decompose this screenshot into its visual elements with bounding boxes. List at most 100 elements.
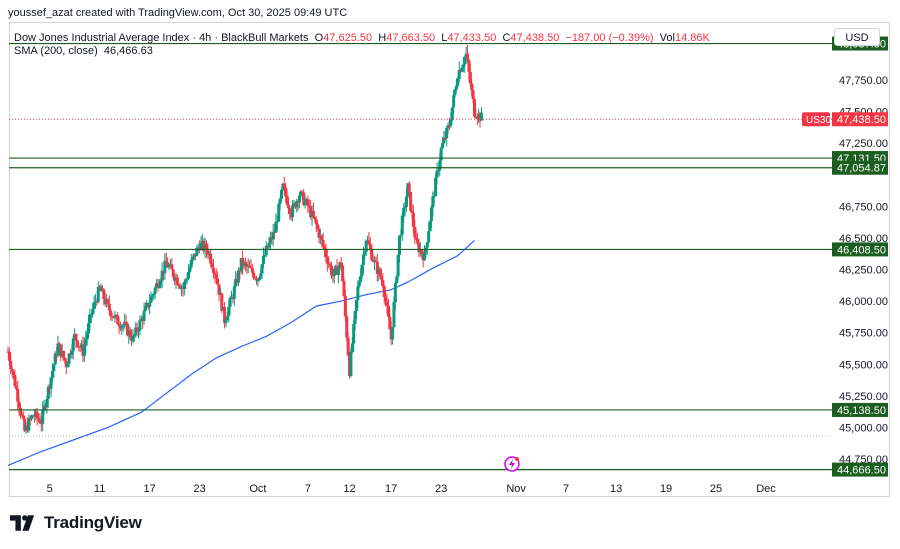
candle-body — [99, 286, 103, 292]
y-tick-label: 46,000.00 — [839, 296, 888, 308]
candle-body — [232, 286, 236, 299]
candle-body — [423, 252, 426, 261]
candle-layer — [6, 45, 483, 434]
candle-body — [211, 267, 215, 273]
candle-body — [288, 208, 292, 215]
candle-body — [236, 270, 240, 283]
candle-body — [41, 409, 45, 424]
currency-button[interactable]: USD — [834, 28, 880, 46]
candle-body — [59, 344, 63, 357]
candle-body — [223, 306, 227, 324]
candle-body — [116, 315, 120, 325]
candle-body — [343, 295, 347, 317]
candle-body — [217, 284, 221, 295]
candle-body — [349, 351, 353, 376]
y-tick-label: 45,500.00 — [839, 359, 888, 371]
candle-body — [88, 314, 92, 324]
candle-body — [209, 253, 213, 264]
candle-body — [303, 201, 307, 205]
candle-body — [425, 242, 429, 248]
event-dot — [514, 457, 519, 461]
candle-body — [416, 239, 420, 244]
candle-body — [252, 272, 256, 278]
candle-body — [282, 183, 286, 188]
candle-body — [189, 259, 193, 268]
candle-body — [463, 57, 467, 65]
candle-body — [163, 260, 167, 274]
candle-body — [403, 206, 407, 208]
candle-body — [396, 254, 400, 277]
candle-body — [50, 371, 54, 378]
candle-body — [466, 53, 470, 61]
candle-body — [452, 95, 456, 108]
candle-body — [245, 263, 249, 267]
candle-body — [205, 243, 209, 251]
candle-body — [356, 286, 360, 301]
candle-body — [280, 189, 284, 199]
candle-body — [18, 407, 22, 414]
candle-body — [87, 323, 91, 334]
candle-body — [342, 281, 346, 296]
candle-body — [185, 278, 189, 281]
candle-body — [159, 280, 163, 285]
candle-body — [241, 258, 245, 267]
candle-body — [275, 221, 279, 223]
candle-body — [186, 272, 190, 279]
candle-body — [137, 330, 141, 332]
level-label-bg — [832, 462, 888, 477]
candle-body — [474, 116, 478, 118]
legend-open-label: O — [314, 32, 324, 44]
candle-body — [74, 333, 78, 341]
candle-body — [20, 413, 24, 416]
candle-body — [123, 321, 127, 326]
candle-body — [195, 247, 199, 257]
x-tick-label: Nov — [506, 483, 526, 495]
candle-body — [317, 228, 321, 238]
candle-body — [37, 418, 41, 420]
candle-body — [404, 196, 408, 207]
candle-body — [467, 60, 471, 72]
candle-body — [328, 264, 332, 266]
candle-body — [263, 255, 267, 257]
candle-body — [267, 242, 271, 248]
candle-body — [149, 296, 153, 303]
candle-body — [285, 196, 289, 205]
candle-body — [384, 297, 388, 302]
candle-body — [277, 203, 281, 222]
candle-body — [109, 310, 113, 317]
candle-body — [210, 263, 214, 268]
candle-body — [113, 315, 117, 318]
misc-layer: US30 47,438.50 — [9, 112, 888, 472]
candle-body — [164, 260, 168, 263]
candle-body — [399, 234, 403, 236]
x-tick-label: 13 — [610, 483, 622, 495]
candle-body — [85, 333, 89, 340]
candle-body — [23, 418, 27, 431]
candle-body — [400, 215, 404, 235]
candle-body — [57, 343, 61, 345]
candle-body — [102, 289, 106, 300]
candle-body — [191, 257, 195, 260]
candle-body — [388, 316, 392, 330]
candle-body — [216, 278, 220, 285]
candle-body — [434, 177, 438, 197]
legend-high-value: 47,663.50 — [386, 32, 436, 44]
candle-body — [438, 160, 442, 171]
legend-low-label: L — [441, 32, 448, 44]
brand[interactable]: TradingView — [10, 513, 142, 533]
sma-legend[interactable]: SMA (200, close) 46,466.63 — [14, 45, 153, 57]
legend-high-label: H — [378, 32, 387, 44]
level-label-bg — [832, 160, 888, 175]
candle-body — [441, 143, 445, 148]
candle-body — [461, 64, 465, 68]
candle-body — [327, 263, 331, 265]
candle-body — [243, 262, 247, 264]
candle-body — [125, 323, 129, 336]
candle-body — [346, 337, 350, 356]
candle-body — [453, 89, 457, 96]
candle-body — [153, 287, 157, 294]
candle-body — [316, 224, 320, 229]
candle-body — [14, 386, 18, 389]
candle-body — [120, 325, 124, 329]
